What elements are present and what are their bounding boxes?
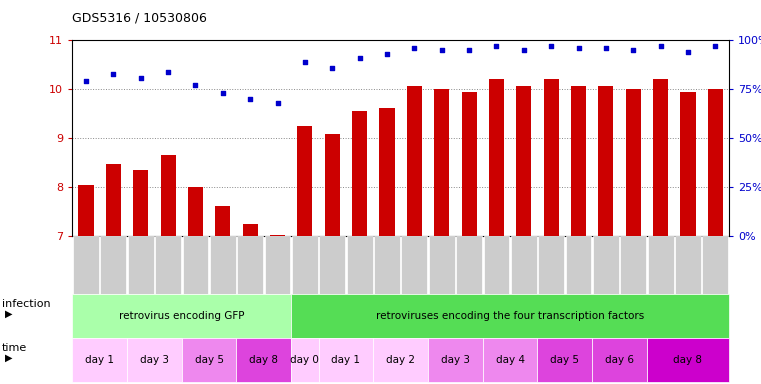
Bar	[708, 89, 723, 236]
Bar	[598, 86, 613, 236]
Bar	[243, 224, 258, 236]
Bar	[680, 92, 696, 236]
Bar	[78, 185, 94, 236]
Text: GDS5316 / 10530806: GDS5316 / 10530806	[72, 12, 207, 25]
Bar	[161, 156, 176, 236]
Point	[600, 45, 612, 51]
Point	[299, 59, 311, 65]
Bar	[489, 78, 504, 236]
Point	[408, 45, 420, 51]
Bar	[407, 86, 422, 236]
Bar	[106, 164, 121, 236]
Text: ▶: ▶	[5, 309, 13, 319]
Point	[354, 55, 366, 61]
Text: day 5: day 5	[195, 355, 224, 365]
Text: day 3: day 3	[140, 355, 169, 365]
Point	[162, 69, 174, 75]
Point	[80, 78, 92, 84]
Point	[217, 90, 229, 96]
Text: day 3: day 3	[441, 355, 470, 365]
Bar	[215, 206, 231, 236]
Text: day 6: day 6	[605, 355, 634, 365]
Text: day 5: day 5	[550, 355, 579, 365]
Point	[244, 96, 256, 102]
Point	[682, 49, 694, 55]
Bar	[435, 89, 449, 236]
Point	[517, 47, 530, 53]
Point	[326, 65, 339, 71]
Text: day 1: day 1	[332, 355, 361, 365]
Bar	[380, 108, 394, 236]
Point	[545, 43, 557, 49]
Bar	[462, 92, 476, 236]
Point	[435, 47, 447, 53]
Text: infection: infection	[2, 299, 50, 310]
Text: retrovirus encoding GFP: retrovirus encoding GFP	[119, 311, 244, 321]
Point	[709, 43, 721, 49]
Text: day 8: day 8	[673, 355, 702, 365]
Bar	[352, 111, 367, 236]
Text: day 0: day 0	[291, 355, 320, 365]
Bar	[188, 187, 203, 236]
Bar	[626, 89, 641, 236]
Text: retroviruses encoding the four transcription factors: retroviruses encoding the four transcrip…	[376, 311, 645, 321]
Bar	[133, 170, 148, 236]
Bar	[516, 86, 531, 236]
Text: day 2: day 2	[386, 355, 416, 365]
Point	[189, 82, 202, 88]
Text: ▶: ▶	[5, 353, 13, 363]
Point	[463, 47, 475, 53]
Bar	[571, 86, 586, 236]
Bar	[543, 78, 559, 236]
Bar	[298, 126, 313, 236]
Point	[572, 45, 584, 51]
Point	[272, 100, 284, 106]
Point	[654, 43, 667, 49]
Point	[135, 74, 147, 81]
Bar	[270, 235, 285, 236]
Text: day 1: day 1	[85, 355, 114, 365]
Point	[381, 51, 393, 57]
Text: time: time	[2, 343, 27, 354]
Point	[627, 47, 639, 53]
Text: day 4: day 4	[495, 355, 524, 365]
Text: day 8: day 8	[250, 355, 279, 365]
Bar	[325, 134, 339, 236]
Point	[490, 43, 502, 49]
Point	[107, 71, 119, 77]
Bar	[653, 78, 668, 236]
